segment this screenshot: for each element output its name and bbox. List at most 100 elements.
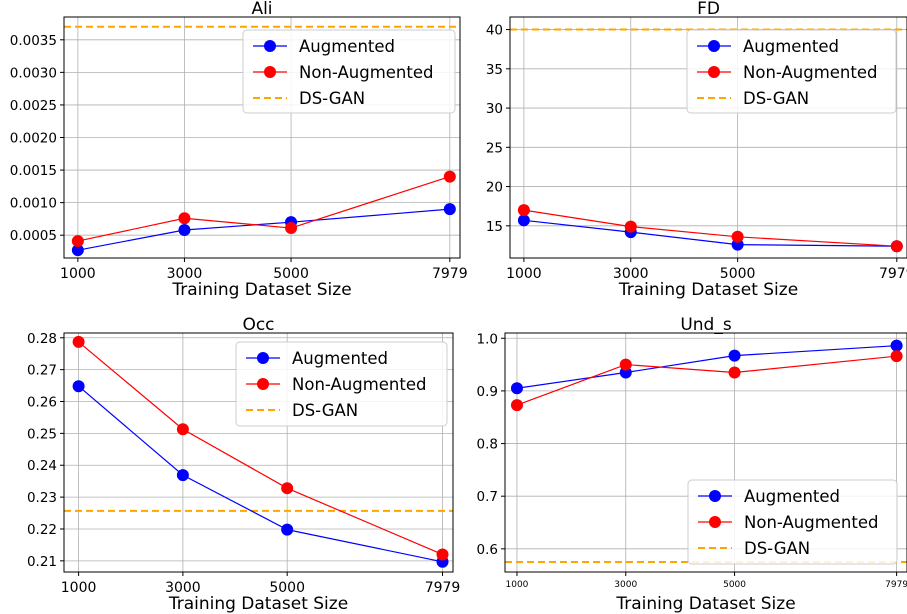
x-tick-label: 1000 [60,266,96,282]
series-line-non-augmented [523,209,897,247]
data-point-augmented [517,214,530,227]
chart-title: FD [697,0,720,19]
y-tick-label: 0.26 [27,395,57,411]
y-tick-label: 0.9 [477,384,498,400]
chart-panel-fd: 15 20 25 30 35 40 1000 3000 5000 7979 FD Training D… [486,0,907,300]
y-tick-label: 0.0005 [10,228,57,244]
y-tick-label: 25 [486,140,503,156]
series-line-non-augmented [77,176,451,242]
data-point-non-augmented [436,548,449,561]
legend-marker [709,490,721,502]
legend: Augmented Non-Augmented DS-GAN [687,479,898,565]
legend-label: DS-GAN [292,401,358,420]
data-point-non-augmented [890,240,903,253]
y-tick-label: 0.0015 [10,163,57,179]
x-tick-label: 7979 [425,580,461,596]
series-line-augmented [77,208,450,251]
legend-box [686,29,897,114]
y-tick-label: 0.0020 [10,131,57,147]
series-line-augmented [78,385,443,563]
data-point-non-augmented [176,423,189,436]
y-tick-label: 20 [486,180,503,196]
x-tick-label: 5000 [273,266,309,282]
data-point-non-augmented [72,335,85,348]
data-point-augmented [178,223,191,236]
x-tick-label: 5000 [269,580,305,596]
data-point-non-augmented [285,222,298,235]
y-tick-label: 0.0030 [10,65,57,81]
data-point-non-augmented [624,220,637,233]
y-tick-label: 1.0 [477,331,498,347]
y-tick-label: 0.6 [477,542,498,558]
y-tick-label: 0.8 [477,437,498,453]
x-axis-label: Training Dataset Size [618,280,798,300]
x-tick-label: 7979 [885,580,907,590]
y-tick-label: 0.7 [477,489,498,505]
x-axis-label: Training Dataset Size [615,594,795,614]
data-point-non-augmented [619,358,632,371]
data-point-non-augmented [71,235,84,248]
legend-marker [264,40,276,52]
x-axis-label: Training Dataset Size [171,280,351,300]
y-tick-label: 0.0025 [10,98,57,114]
x-tick-label: 7979 [432,266,468,282]
data-point-non-augmented [890,350,903,363]
series-line-non-augmented [516,355,897,406]
legend-label: Augmented [292,349,388,368]
chart-title: Ali [251,0,272,19]
x-tick-label: 3000 [165,580,201,596]
y-tick-label: 0.24 [27,458,57,474]
legend-label: Augmented [299,37,395,56]
series-line-augmented [516,345,897,389]
chart-title: Occ [242,315,274,335]
y-tick-label: 0.21 [27,554,57,570]
data-point-non-augmented [510,399,523,412]
plot-frame [509,16,907,259]
y-tick-label: 35 [486,62,503,78]
x-tick-label: 1000 [61,580,97,596]
plot-frame [504,332,907,573]
series-line-augmented [523,219,897,247]
data-point-non-augmented [178,212,191,225]
data-point-non-augmented [281,482,294,495]
x-axis-label: Training Dataset Size [168,594,348,614]
x-tick-label: 3000 [614,580,637,590]
y-tick-label: 0.28 [27,331,57,347]
legend-box [235,341,448,427]
data-point-non-augmented [443,170,456,183]
x-tick-label: 7979 [879,266,907,282]
data-point-augmented [71,244,84,257]
y-tick-label: 0.23 [27,490,57,506]
chart-panel-occ: 0.21 0.22 0.23 0.24 0.25 0.26 0.27 0.28 1000 3000… [27,315,460,614]
chart-panel-ali: 0.0005 0.0010 0.0015 0.0020 0.0025 0.0030 0.00… [10,0,468,300]
y-tick-label: 30 [486,101,503,117]
y-tick-label: 0.0010 [10,196,57,212]
legend-label: Augmented [744,487,840,506]
legend-marker [264,66,276,78]
legend-label: Non-Augmented [292,375,426,394]
data-point-non-augmented [731,230,744,243]
data-point-non-augmented [728,366,741,379]
y-tick-label: 0.27 [27,363,57,379]
legend: Augmented Non-Augmented DS-GAN [686,29,897,114]
legend-marker [708,40,720,52]
legend-marker [257,378,269,390]
legend-label: Non-Augmented [299,63,433,82]
data-point-non-augmented [517,204,530,217]
series-line-non-augmented [78,341,443,556]
legend-label: DS-GAN [299,89,365,108]
data-point-augmented [728,349,741,362]
x-tick-label: 1000 [506,580,529,590]
y-tick-label: 15 [486,219,503,235]
y-tick-label: 0.0035 [10,33,57,49]
legend-label: Augmented [743,37,839,56]
legend-marker [709,516,721,528]
chart-title: Und_s [680,315,732,335]
x-tick-label: 3000 [613,266,649,282]
y-tick-label: 0.22 [27,522,57,538]
x-tick-label: 3000 [167,266,203,282]
legend-box [687,479,898,565]
data-point-augmented [890,339,903,352]
legend-marker [257,352,269,364]
x-tick-label: 5000 [720,266,756,282]
